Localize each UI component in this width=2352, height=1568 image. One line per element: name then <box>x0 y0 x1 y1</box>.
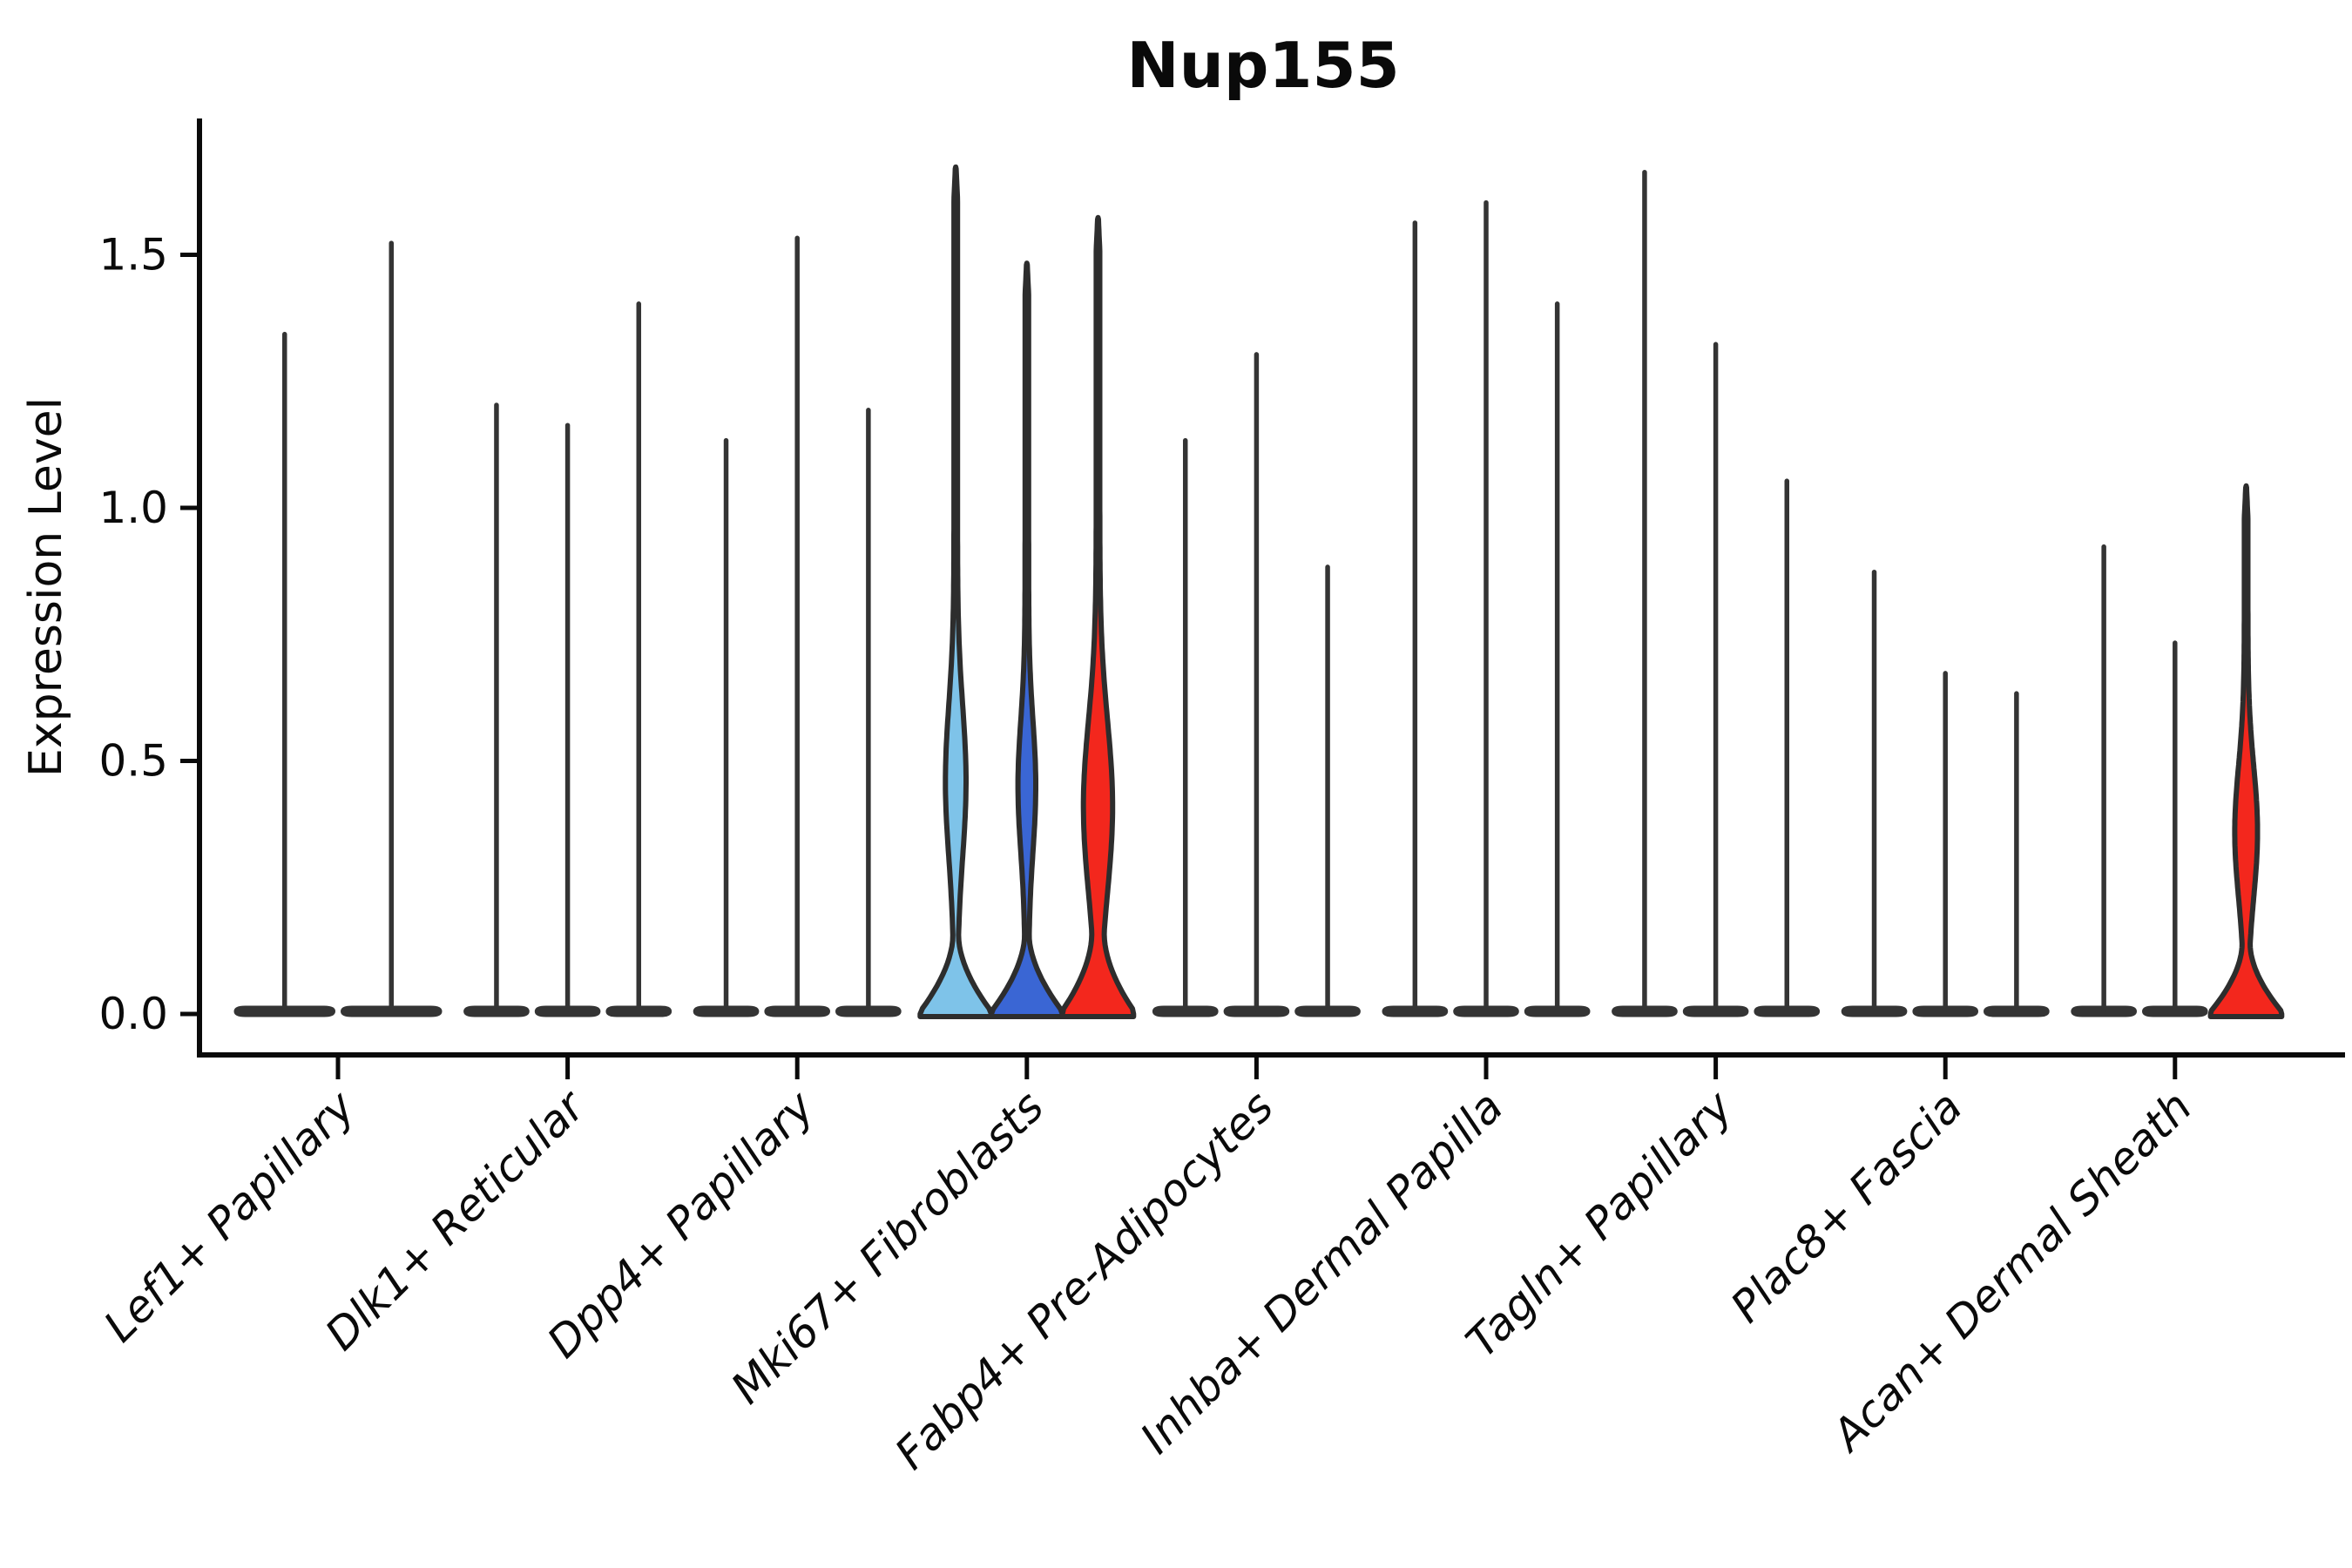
violin-filled-3-1 <box>989 260 1065 1019</box>
violin-filled-8-2 <box>2207 483 2285 1019</box>
violin-filled-3-2 <box>1059 214 1137 1019</box>
y-axis-label: Expression Level <box>20 397 72 777</box>
y-tick-label: 0.0 <box>98 989 168 1039</box>
y-tick-label: 1.0 <box>98 483 168 533</box>
y-tick-label: 0.5 <box>98 736 168 787</box>
y-tick-label: 1.5 <box>98 230 168 280</box>
chart-title: Nup155 <box>1126 29 1399 102</box>
violin-filled-3-0 <box>917 164 994 1019</box>
